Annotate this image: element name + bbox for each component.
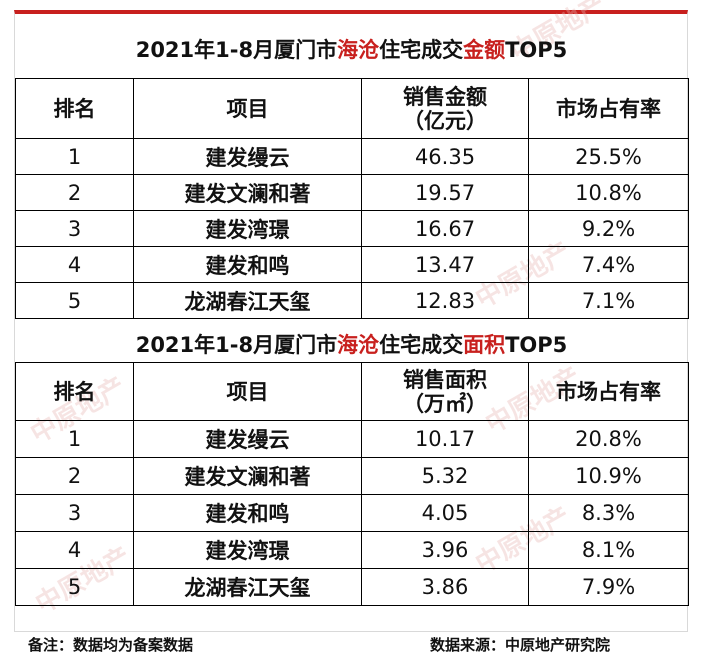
rank-cell: 5 bbox=[15, 282, 134, 319]
table-row: 3 建发和鸣 4.05 8.3% bbox=[15, 494, 689, 532]
footer-source: 数据来源：中原地产研究院 bbox=[430, 636, 611, 654]
table-row: 1 建发缦云 10.17 20.8% bbox=[15, 420, 689, 458]
table-header-row: 排名 项目 销售金额 （亿元） 市场占有率 bbox=[15, 78, 689, 139]
header-share: 市场占有率 bbox=[528, 362, 689, 421]
value-cell: 12.83 bbox=[361, 282, 529, 319]
table-row: 2 建发文澜和著 5.32 10.9% bbox=[15, 457, 689, 495]
table-row: 2 建发文澜和著 19.57 10.8% bbox=[15, 174, 689, 211]
project-cell: 建发和鸣 bbox=[133, 494, 362, 532]
header-value: 销售面积 （万㎡） bbox=[361, 362, 529, 421]
table-row: 5 龙湖春江天玺 12.83 7.1% bbox=[15, 282, 689, 319]
share-cell: 8.3% bbox=[528, 494, 689, 532]
rank-cell: 2 bbox=[15, 174, 134, 211]
rank-cell: 1 bbox=[15, 420, 134, 458]
project-cell: 龙湖春江天玺 bbox=[133, 282, 362, 319]
table-row: 3 建发湾璟 16.67 9.2% bbox=[15, 210, 689, 247]
table-frame bbox=[14, 10, 688, 632]
table-row: 1 建发缦云 46.35 25.5% bbox=[15, 138, 689, 175]
value-cell: 19.57 bbox=[361, 174, 529, 211]
share-cell: 7.1% bbox=[528, 282, 689, 319]
rank-cell: 2 bbox=[15, 457, 134, 495]
table1-title: 2021年1-8月厦门市海沧住宅成交金额TOP5 bbox=[135, 38, 568, 62]
value-cell: 13.47 bbox=[361, 246, 529, 283]
share-cell: 20.8% bbox=[528, 420, 689, 458]
rank-cell: 4 bbox=[15, 246, 134, 283]
header-rank: 排名 bbox=[15, 362, 134, 421]
share-cell: 8.1% bbox=[528, 531, 689, 569]
share-cell: 7.4% bbox=[528, 246, 689, 283]
table-row: 4 建发和鸣 13.47 7.4% bbox=[15, 246, 689, 283]
rank-cell: 5 bbox=[15, 568, 134, 606]
rank-cell: 1 bbox=[15, 138, 134, 175]
table-row: 5 龙湖春江天玺 3.86 7.9% bbox=[15, 568, 689, 606]
table2-title: 2021年1-8月厦门市海沧住宅成交面积TOP5 bbox=[135, 333, 568, 357]
project-cell: 建发缦云 bbox=[133, 420, 362, 458]
table-header-row: 排名 项目 销售面积 （万㎡） 市场占有率 bbox=[15, 362, 689, 421]
table-row: 4 建发湾璟 3.96 8.1% bbox=[15, 531, 689, 569]
value-cell: 3.86 bbox=[361, 568, 529, 606]
table1-amount: 排名 项目 销售金额 （亿元） 市场占有率 1 建发缦云 46.35 25.5% 2 建发… bbox=[15, 78, 689, 319]
share-cell: 7.9% bbox=[528, 568, 689, 606]
share-cell: 10.9% bbox=[528, 457, 689, 495]
share-cell: 9.2% bbox=[528, 210, 689, 247]
header-rank: 排名 bbox=[15, 78, 134, 139]
value-cell: 16.67 bbox=[361, 210, 529, 247]
header-value: 销售金额 （亿元） bbox=[361, 78, 529, 139]
rank-cell: 3 bbox=[15, 210, 134, 247]
project-cell: 龙湖春江天玺 bbox=[133, 568, 362, 606]
rank-cell: 3 bbox=[15, 494, 134, 532]
project-cell: 建发湾璟 bbox=[133, 531, 362, 569]
header-share: 市场占有率 bbox=[528, 78, 689, 139]
table2-area: 排名 项目 销售面积 （万㎡） 市场占有率 1 建发缦云 10.17 20.8% 2 建发… bbox=[15, 362, 689, 606]
share-cell: 25.5% bbox=[528, 138, 689, 175]
share-cell: 10.8% bbox=[528, 174, 689, 211]
value-cell: 5.32 bbox=[361, 457, 529, 495]
value-cell: 3.96 bbox=[361, 531, 529, 569]
header-project: 项目 bbox=[133, 78, 362, 139]
value-cell: 46.35 bbox=[361, 138, 529, 175]
value-cell: 4.05 bbox=[361, 494, 529, 532]
project-cell: 建发文澜和著 bbox=[133, 174, 362, 211]
header-project: 项目 bbox=[133, 362, 362, 421]
footer-note: 备注：数据均为备案数据 bbox=[28, 636, 194, 654]
project-cell: 建发和鸣 bbox=[133, 246, 362, 283]
project-cell: 建发缦云 bbox=[133, 138, 362, 175]
project-cell: 建发文澜和著 bbox=[133, 457, 362, 495]
value-cell: 10.17 bbox=[361, 420, 529, 458]
rank-cell: 4 bbox=[15, 531, 134, 569]
project-cell: 建发湾璟 bbox=[133, 210, 362, 247]
